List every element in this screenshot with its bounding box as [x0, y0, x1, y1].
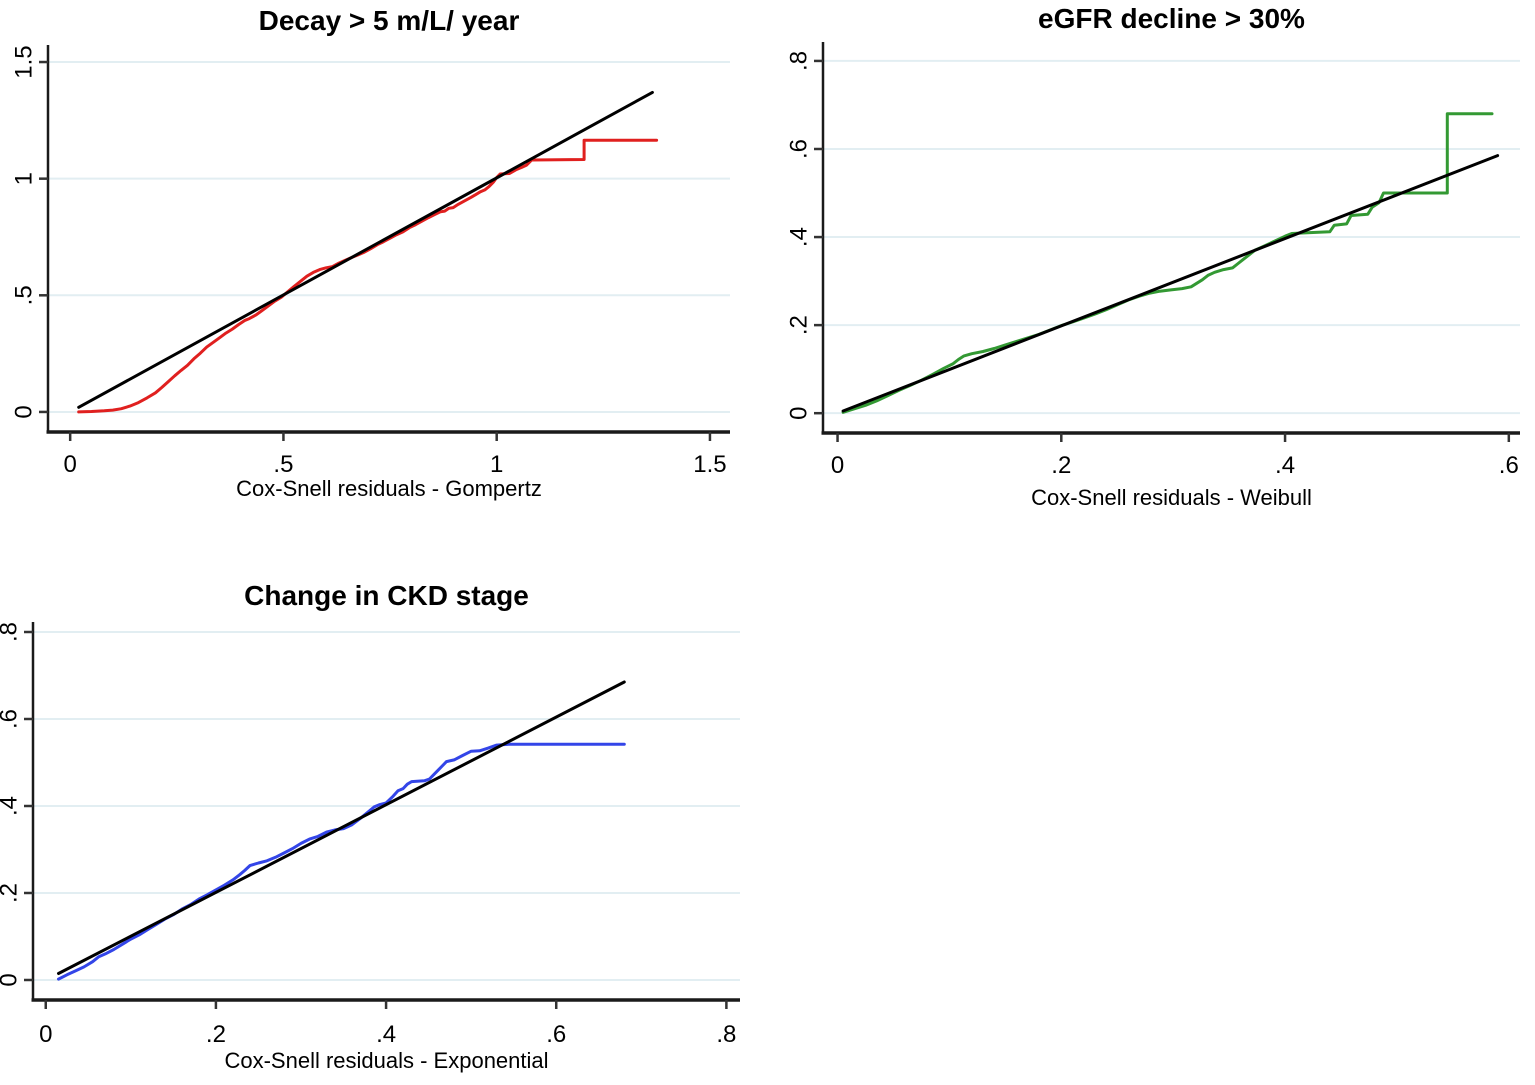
x-tick-label: .6 [546, 1021, 566, 1048]
panel-ckd-exponential: 0 .2 .4 .6 .8 0 .2 .4 .6 .8 Change in CKD stage Cox… [0, 560, 760, 1085]
y-tick-label: .8 [786, 51, 813, 71]
panel-egfr-weibull: 0 .2 .4 .6 0 .2 .4 .6 .8 eGFR decline > 30% Cox-Sn… [770, 0, 1535, 535]
plot-area [33, 622, 740, 1000]
x-axis-label: Cox-Snell residuals - Weibull [1031, 485, 1312, 510]
x-tick-label: .4 [1275, 452, 1295, 479]
y-tick-label: 1 [11, 172, 38, 185]
y-tick-label: 1.5 [11, 45, 38, 78]
y-tick-label: .4 [786, 227, 813, 247]
x-tick-label: .4 [376, 1021, 396, 1048]
reference-line [57, 680, 626, 975]
y-tick-label: 0 [11, 405, 38, 418]
x-tick-label: .2 [206, 1021, 226, 1048]
reference-line [841, 154, 1500, 413]
y-tick-label: .2 [786, 315, 813, 335]
y-tick-label: .6 [786, 139, 813, 159]
residual-curve [57, 742, 626, 981]
x-tick-label: 0 [39, 1021, 52, 1048]
panel-decay-gompertz: 0 .5 1 1.5 0 .5 1 1.5 Decay > 5 m/L/ year Cox-Sne… [0, 0, 760, 535]
x-tick-label: .2 [1051, 452, 1071, 479]
y-tick-label: .4 [0, 796, 22, 816]
y-tick-label: 0 [0, 973, 23, 986]
y-tick-label: .5 [11, 285, 38, 305]
panel-title: eGFR decline > 30% [1038, 3, 1305, 34]
x-tick-label: 0 [63, 451, 76, 478]
x-tick-label: .8 [716, 1021, 736, 1048]
x-axis-label: Cox-Snell residuals - Gompertz [236, 476, 542, 501]
y-tick-label: 0 [786, 407, 813, 420]
y-tick-label: .6 [0, 709, 23, 729]
x-tick-label: 0 [831, 452, 844, 479]
residual-curve [841, 112, 1494, 414]
y-tick-label: .8 [0, 622, 23, 642]
x-tick-label: .6 [1499, 452, 1519, 479]
reference-line [77, 90, 654, 409]
x-tick-label: .5 [273, 451, 293, 478]
x-tick-label: 1.5 [693, 451, 726, 478]
x-tick-label: 1 [490, 451, 503, 478]
y-tick-label: .2 [0, 883, 23, 903]
x-axis-label: Cox-Snell residuals - Exponential [224, 1048, 548, 1073]
chart-panel-svg-egfr: 0 .2 .4 .6 0 .2 .4 .6 .8 eGFR decline > 30% Cox-Sn… [786, 3, 1520, 510]
chart-panel-svg-decay: 0 .5 1 1.5 0 .5 1 1.5 Decay > 5 m/L/ year Cox-Sne… [11, 5, 730, 501]
chart-panel-svg-ckd: 0 .2 .4 .6 .8 0 .2 .4 .6 .8 Change in CKD stage Cox… [0, 580, 740, 1073]
panel-title: Change in CKD stage [244, 580, 529, 611]
panel-title: Decay > 5 m/L/ year [259, 5, 520, 36]
